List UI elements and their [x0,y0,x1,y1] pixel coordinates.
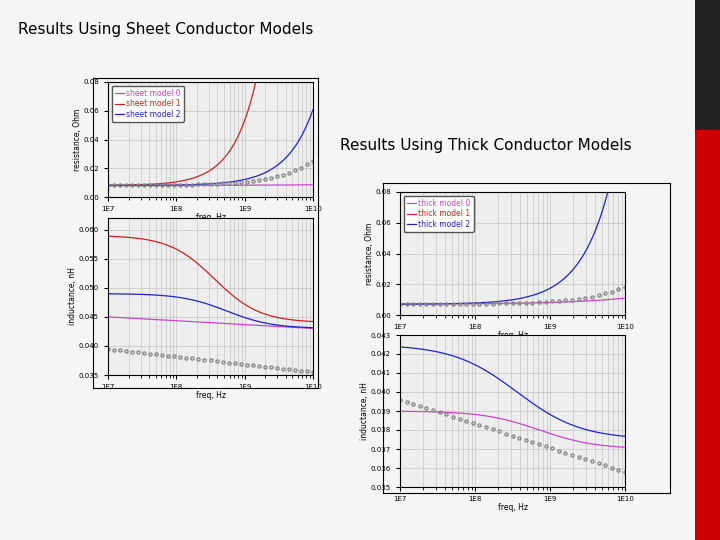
Y-axis label: resistance, Ohm: resistance, Ohm [73,109,82,171]
Y-axis label: inductance, nH: inductance, nH [360,382,369,440]
X-axis label: freq, Hz: freq, Hz [498,332,528,340]
Legend: sheet model 0, sheet model 1, sheet model 2: sheet model 0, sheet model 1, sheet mode… [112,86,184,122]
Text: Results Using Thick Conductor Models: Results Using Thick Conductor Models [340,138,631,153]
Y-axis label: inductance, nH: inductance, nH [68,267,77,326]
X-axis label: freq, Hz: freq, Hz [196,213,225,222]
Text: Results Using Sheet Conductor Models: Results Using Sheet Conductor Models [18,22,313,37]
Legend: thick model 0, thick model 1, thick model 2: thick model 0, thick model 1, thick mode… [404,196,474,232]
Y-axis label: resistance, Ohm: resistance, Ohm [365,222,374,285]
X-axis label: freq, Hz: freq, Hz [498,503,528,512]
X-axis label: freq, Hz: freq, Hz [196,392,225,401]
